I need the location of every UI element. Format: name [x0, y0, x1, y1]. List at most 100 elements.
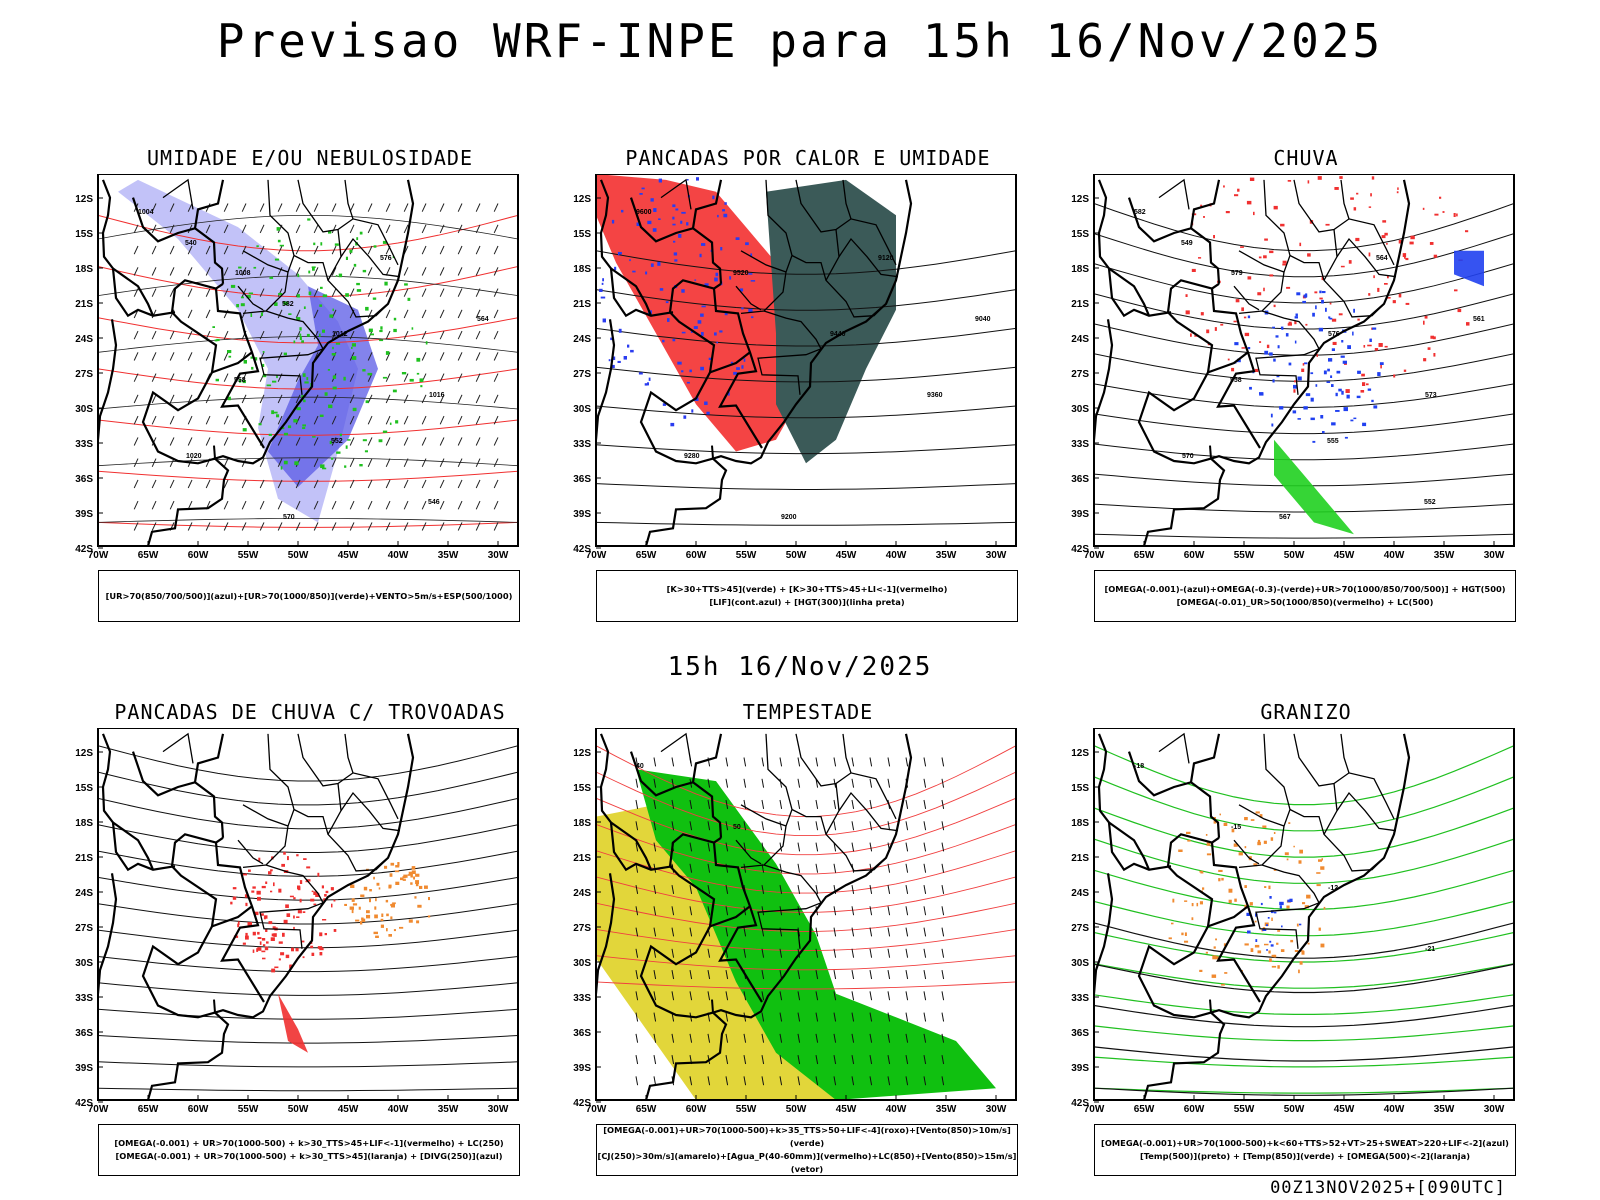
lon-label: 45W	[1334, 1104, 1355, 1115]
country-border	[98, 873, 118, 994]
humidity-1000-850-points-dot	[392, 389, 397, 393]
omega-500-points-dot	[1172, 898, 1175, 903]
thunderstorm-orange-points-dot	[424, 885, 428, 889]
wind-850-vector-vector	[869, 1033, 873, 1043]
wind-850-vector-vector	[779, 757, 783, 767]
contour-label: 576	[1328, 331, 1340, 338]
humidity-1000-850-points-dot	[262, 363, 265, 367]
thunderstorm-red-points-dot	[256, 890, 261, 895]
humidity-1000-850-points-dot	[283, 432, 288, 436]
thunderstorm-red-points-dot	[321, 885, 324, 889]
wind-850-vector-vector	[941, 1033, 945, 1043]
wind-field-vector	[187, 522, 193, 531]
legend-granizo: [OMEGA(-0.001)+UR>70(1000-500)+k<60+TTS>…	[1094, 1124, 1516, 1176]
wind-field-vector	[367, 415, 373, 425]
lif-contour-points-dot	[659, 288, 664, 291]
wind-850-vector-vector	[707, 906, 711, 916]
temp-850-contour	[1094, 838, 1514, 884]
humidity-1000-850-points-dot	[319, 414, 324, 417]
thunderstorm-red-points-dot	[299, 898, 302, 903]
omega-ur-points-dot	[1223, 185, 1225, 188]
wind-850-vector-vector	[887, 863, 891, 873]
omega-500-points-dot	[1228, 888, 1233, 893]
wind-850-vector-vector	[635, 970, 639, 980]
omega-ur-points-dot	[1434, 213, 1439, 216]
humidity-1000-850-points-dot	[332, 308, 334, 312]
thunderstorm-red-points-dot	[283, 851, 286, 855]
wind-850-vector-vector	[923, 927, 927, 937]
wind-field-vector	[403, 309, 409, 319]
wind-850-vector-vector	[779, 842, 783, 852]
temp-500-contour	[1094, 1046, 1514, 1062]
lat-label: 36S	[75, 1028, 93, 1039]
coastline-plata	[711, 445, 714, 459]
wind-field-vector	[313, 267, 319, 276]
humidity-1000-850-points-dot	[246, 295, 251, 299]
thunderstorm-orange-points-dot	[344, 903, 347, 906]
wind-field-vector	[457, 309, 463, 319]
lif-contour-points-dot	[673, 240, 676, 243]
wind-850-vector-vector	[635, 1076, 639, 1086]
lat-label: 39S	[75, 509, 93, 520]
thunderstorm-red-points-dot	[310, 945, 314, 949]
hail-index-points-dot	[1260, 902, 1263, 906]
wind-850-vector-vector	[797, 778, 801, 788]
wind-field-vector	[169, 288, 175, 297]
thunderstorm-orange-points-dot	[363, 886, 368, 891]
hail-index-points-dot	[1267, 917, 1270, 919]
thunderstorm-red-points-dot	[324, 894, 327, 897]
lat-label: 15S	[75, 783, 93, 794]
lat-label: 30S	[75, 404, 93, 415]
wind-field-vector	[277, 522, 283, 531]
wind-field-vector	[421, 415, 427, 425]
country-border	[1210, 836, 1261, 1003]
omega-001-points-dot	[1347, 345, 1351, 349]
omega-001-points-dot	[1288, 362, 1292, 366]
thunderstorm-orange-points-dot	[369, 898, 371, 903]
omega-ur-points-dot	[1266, 344, 1270, 349]
omega-001-points-dot	[1328, 358, 1333, 362]
lat-label: 24S	[75, 334, 93, 345]
wind-850-vector-vector	[905, 885, 909, 894]
lif-contour-points-dot	[727, 391, 730, 396]
lon-label: 70W	[88, 550, 109, 561]
humidity-1000-850-points-dot	[379, 330, 383, 333]
humidity-1000-850-points-dot	[334, 243, 339, 246]
wind-850-vector-vector	[689, 1033, 693, 1043]
omega-001-points-dot	[1356, 395, 1361, 399]
omega-ur-points-dot	[1430, 335, 1434, 339]
omega-001-points-dot	[1303, 406, 1308, 410]
lon-label: 50W	[288, 550, 309, 561]
omega-500-points-dot	[1323, 906, 1326, 910]
omega-ur-points-dot	[1382, 220, 1387, 223]
thunderstorm-red-points-dot	[248, 869, 251, 872]
wind-850-vector-vector	[797, 991, 801, 1001]
lat-label: 33S	[1071, 439, 1089, 450]
wind-field-vector	[367, 267, 373, 276]
wind-field-vector	[403, 394, 409, 404]
lc-850-contour	[596, 850, 1016, 894]
lat-label: 15S	[75, 229, 93, 240]
omega-500-points-dot	[1316, 884, 1321, 887]
wind-field-vector	[367, 330, 373, 340]
humidity-1000-850-points-dot	[380, 326, 383, 330]
omega-ur-points-dot	[1353, 207, 1357, 211]
omega-ur-points-dot	[1368, 252, 1371, 257]
wind-field-vector	[169, 415, 175, 425]
wind-850-vector-vector	[869, 906, 873, 916]
lif-contour-points-dot	[627, 344, 630, 348]
state-border	[1238, 804, 1285, 827]
wind-850-vector-vector	[689, 1076, 693, 1086]
lc-250-streamline	[98, 1087, 518, 1092]
hgt-300-contour	[596, 327, 1016, 347]
thunderstorm-red-points-dot	[262, 957, 266, 960]
wind-850-vector-vector	[725, 885, 729, 894]
wind-850-vector-vector	[815, 821, 819, 831]
omega-500-points-dot	[1307, 942, 1310, 945]
humidity-1000-850-points-dot	[283, 352, 287, 356]
lat-label: 39S	[573, 1063, 591, 1074]
wind-field-vector	[385, 373, 391, 382]
lif-contour-points-dot	[697, 320, 702, 324]
omega-ur-points-dot	[1370, 193, 1372, 197]
lat-label: 18S	[75, 818, 93, 829]
